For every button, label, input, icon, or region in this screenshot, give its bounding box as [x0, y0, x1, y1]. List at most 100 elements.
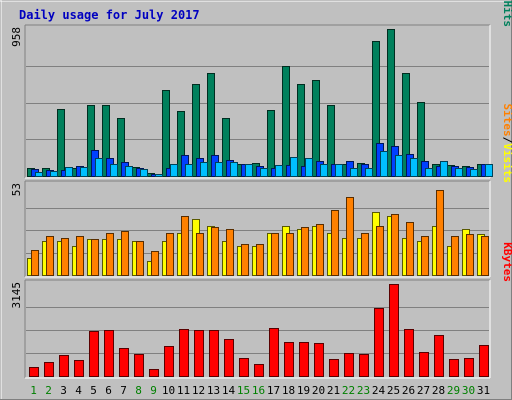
bar-kbytes-day-15 — [239, 358, 249, 377]
bar-kbytes-day-29 — [449, 359, 459, 377]
bar-hits-day-3 — [57, 109, 65, 177]
x-label-day-28: 28 — [432, 384, 445, 397]
bar-sites-day-26 — [406, 222, 414, 276]
bar-sites-day-5 — [91, 239, 99, 276]
bar-sites-day-30 — [466, 234, 474, 276]
bar-sites-day-29 — [451, 236, 459, 276]
bar-pages-day-6 — [110, 164, 118, 177]
y-max-label: 958 — [10, 27, 23, 47]
bar-kbytes-day-14 — [224, 339, 234, 377]
x-label-day-13: 13 — [207, 384, 220, 397]
bar-pages-day-20 — [320, 164, 328, 177]
bar-pages-day-13 — [215, 162, 223, 177]
panel-hits-files-pages: 958 Pages/Files/Hits — [10, 0, 512, 179]
bar-pages-day-10 — [170, 164, 178, 177]
bar-pages-day-11 — [185, 164, 193, 177]
x-label-day-15: 15 — [237, 384, 250, 397]
bar-pages-day-18 — [290, 157, 298, 177]
bar-pages-day-24 — [380, 151, 388, 177]
bar-sites-day-28 — [436, 190, 444, 276]
bar-hits-day-10 — [162, 90, 170, 177]
bar-sites-day-19 — [301, 227, 309, 276]
bar-sites-day-2 — [46, 236, 54, 276]
x-label-day-22: 22 — [342, 384, 355, 397]
bar-kbytes-day-26 — [404, 329, 414, 377]
bar-kbytes-day-17 — [269, 328, 279, 377]
bar-sites-day-22 — [346, 197, 354, 276]
bar-sites-day-7 — [121, 231, 129, 276]
bar-pages-day-29 — [455, 168, 463, 177]
legend-hits: Hits — [501, 1, 512, 28]
bar-pages-day-4 — [80, 167, 88, 177]
legend-separator: / — [501, 0, 512, 1]
panel-visits-sites: 53 Sites/Visits — [10, 104, 512, 278]
x-label-day-27: 27 — [417, 384, 430, 397]
bar-kbytes-day-1 — [29, 367, 39, 377]
bar-sites-day-13 — [211, 227, 219, 276]
bar-kbytes-day-13 — [209, 330, 219, 377]
bar-pages-day-31 — [485, 164, 493, 177]
bar-kbytes-day-6 — [104, 330, 114, 377]
bar-pages-day-2 — [50, 171, 58, 177]
x-label-day-18: 18 — [282, 384, 295, 397]
x-label-day-26: 26 — [402, 384, 415, 397]
bar-pages-day-26 — [410, 158, 418, 177]
bar-kbytes-day-19 — [299, 342, 309, 377]
x-label-day-29: 29 — [447, 384, 460, 397]
x-label-day-6: 6 — [105, 384, 112, 397]
bar-pages-day-23 — [365, 168, 373, 177]
bar-kbytes-day-9 — [149, 369, 159, 377]
bar-sites-day-21 — [331, 210, 339, 276]
bar-kbytes-day-10 — [164, 346, 174, 377]
bar-pages-day-22 — [350, 168, 358, 177]
bar-sites-day-20 — [316, 224, 324, 276]
bar-pages-day-5 — [95, 158, 103, 177]
x-label-day-17: 17 — [267, 384, 280, 397]
bar-sites-day-8 — [136, 241, 144, 276]
bar-kbytes-day-3 — [59, 355, 69, 377]
x-axis-labels: 1 2 3 4 5 6 7 8 9 10 11 12 13 14 15 16 17 18 19 20 21 22 23 24 2… — [30, 384, 490, 397]
y-max-label: 3145 — [10, 282, 23, 309]
bar-pages-day-14 — [230, 162, 238, 177]
bar-kbytes-day-23 — [359, 354, 369, 377]
x-label-day-11: 11 — [177, 384, 190, 397]
bar-sites-day-24 — [376, 226, 384, 276]
bar-sites-day-16 — [256, 244, 264, 276]
legend: KBytes — [501, 242, 512, 282]
x-label-day-5: 5 — [90, 384, 97, 397]
x-label-day-24: 24 — [372, 384, 386, 397]
x-label-day-14: 14 — [222, 384, 236, 397]
legend: Pages/Files/Hits — [501, 0, 512, 27]
bar-kbytes-day-28 — [434, 335, 444, 377]
x-label-day-30: 30 — [462, 384, 475, 397]
bar-hits-day-19 — [297, 84, 305, 177]
x-label-day-2: 2 — [45, 384, 52, 397]
bar-kbytes-day-4 — [74, 360, 84, 377]
bar-kbytes-day-20 — [314, 343, 324, 377]
x-label-day-16: 16 — [252, 384, 265, 397]
bar-hits-day-17 — [267, 110, 275, 177]
x-label-day-21: 21 — [327, 384, 340, 397]
bar-pages-day-16 — [260, 168, 268, 177]
bar-sites-day-27 — [421, 236, 429, 276]
x-label-day-12: 12 — [192, 384, 205, 397]
bar-sites-day-1 — [31, 250, 39, 276]
bar-kbytes-day-27 — [419, 352, 429, 377]
legend-visits: Visits — [501, 143, 512, 183]
x-label-day-3: 3 — [60, 384, 67, 397]
panel-kbytes: 3145 KBytes — [10, 242, 512, 379]
bar-sites-day-10 — [166, 233, 174, 276]
bar-pages-day-9 — [155, 174, 163, 177]
bar-hits-day-18 — [282, 66, 290, 177]
bar-kbytes-day-16 — [254, 364, 264, 377]
bar-sites-day-4 — [76, 236, 84, 276]
bar-kbytes-day-2 — [44, 362, 54, 377]
bar-kbytes-day-25 — [389, 284, 399, 377]
bar-pages-day-17 — [275, 165, 283, 177]
legend: Sites/Visits — [501, 104, 512, 184]
bar-pages-day-15 — [245, 164, 253, 177]
bar-pages-day-7 — [125, 166, 133, 177]
chart-title: Daily usage for July 2017 — [19, 8, 200, 22]
bar-kbytes-day-30 — [464, 358, 474, 377]
bar-pages-day-1 — [35, 172, 43, 177]
